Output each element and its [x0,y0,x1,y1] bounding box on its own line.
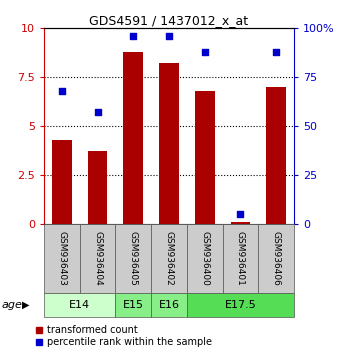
Point [130,33,136,39]
Title: GDS4591 / 1437012_x_at: GDS4591 / 1437012_x_at [90,14,248,27]
Text: GSM936406: GSM936406 [272,231,281,286]
Text: GSM936405: GSM936405 [129,231,138,286]
Point [59,88,65,94]
Bar [88,152,107,224]
Point [273,49,279,55]
Bar [195,91,215,224]
Text: GSM936403: GSM936403 [57,231,66,286]
Text: age: age [2,300,23,310]
Bar [266,87,286,224]
Bar [52,140,72,224]
Point [202,49,208,55]
Text: E17.5: E17.5 [224,300,256,310]
Text: GSM936404: GSM936404 [93,231,102,286]
Text: GSM936402: GSM936402 [165,231,173,286]
Point [166,33,172,39]
Legend: transformed count, percentile rank within the sample: transformed count, percentile rank withi… [35,325,212,347]
Point [238,211,243,217]
Text: GSM936400: GSM936400 [200,231,209,286]
Bar [123,52,143,224]
Bar [159,63,179,224]
Bar [231,222,250,224]
Text: E16: E16 [159,300,179,310]
Point [95,109,100,115]
Text: E14: E14 [69,300,90,310]
Text: GSM936401: GSM936401 [236,231,245,286]
Text: E15: E15 [123,300,144,310]
Text: ▶: ▶ [22,300,29,310]
